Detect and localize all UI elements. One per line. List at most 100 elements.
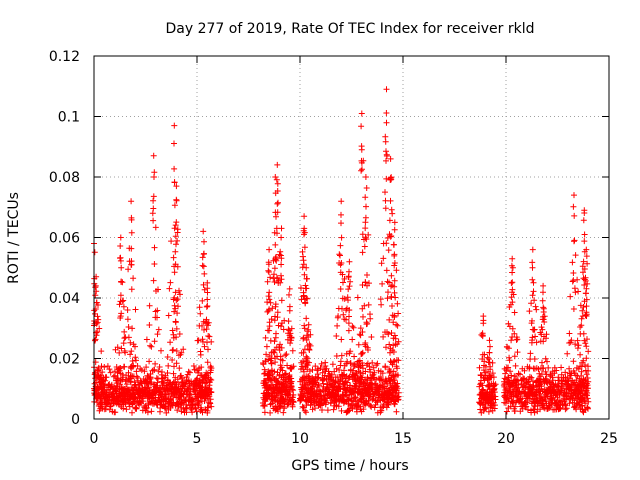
data-point (357, 325, 364, 332)
data-point (138, 380, 145, 387)
data-point (531, 326, 538, 333)
data-point (526, 364, 533, 371)
data-point (278, 323, 284, 330)
data-point (154, 307, 161, 314)
data-point (395, 357, 402, 364)
data-point (389, 372, 396, 379)
data-point (303, 409, 309, 416)
data-point (545, 364, 552, 371)
data-point (345, 286, 352, 293)
data-point (314, 371, 321, 378)
data-point (183, 401, 190, 408)
data-point (204, 279, 211, 286)
data-point (286, 291, 292, 298)
data-point (509, 325, 516, 332)
data-point (361, 243, 368, 250)
data-point (155, 326, 162, 333)
data-point (387, 155, 394, 162)
data-point (349, 336, 356, 343)
data-point (286, 303, 293, 310)
data-point (155, 286, 161, 293)
data-point (391, 277, 398, 284)
data-point (174, 226, 181, 233)
data-point (543, 331, 550, 338)
data-point (198, 364, 205, 371)
y-tick-label: 0.06 (49, 231, 80, 247)
data-point (362, 219, 369, 226)
data-point (152, 360, 159, 367)
data-point (288, 378, 295, 385)
data-point (393, 267, 400, 274)
data-point (531, 297, 538, 304)
data-point (323, 399, 330, 406)
data-point (205, 319, 212, 326)
data-point (575, 342, 582, 349)
data-point (106, 366, 113, 373)
data-point (268, 360, 275, 367)
data-point (148, 343, 155, 350)
data-point (524, 399, 531, 406)
data-point (168, 238, 175, 245)
data-point (266, 296, 273, 303)
data-point (484, 354, 491, 361)
data-point (528, 300, 535, 307)
data-point (324, 407, 331, 414)
data-point (207, 376, 214, 383)
data-point (363, 236, 370, 243)
data-point (116, 367, 123, 374)
data-point (391, 312, 398, 319)
data-point (335, 313, 342, 320)
data-point (360, 406, 367, 413)
data-point (384, 295, 391, 302)
data-point (199, 262, 206, 269)
data-point (542, 355, 549, 362)
data-point (338, 407, 345, 414)
data-point (529, 334, 536, 341)
data-point (118, 345, 125, 352)
data-points (91, 86, 592, 416)
data-point (281, 371, 288, 378)
data-point (123, 406, 130, 413)
data-point (585, 398, 592, 405)
data-point (166, 379, 173, 386)
data-point (164, 370, 171, 376)
data-point (120, 297, 127, 304)
data-point (121, 335, 128, 342)
data-point (338, 211, 344, 218)
data-point (482, 405, 489, 412)
data-point (342, 378, 349, 385)
data-point (100, 381, 107, 388)
data-point (278, 297, 285, 304)
data-point (511, 309, 518, 316)
data-point (514, 336, 521, 343)
data-point (530, 288, 537, 295)
data-point (322, 363, 329, 369)
data-point (179, 375, 185, 382)
data-point (531, 409, 538, 416)
data-point (208, 403, 215, 410)
data-point (154, 331, 161, 338)
data-point (355, 341, 362, 348)
data-point (571, 237, 578, 244)
data-point (502, 370, 509, 377)
data-point (185, 368, 192, 375)
data-point (506, 357, 513, 364)
data-point (274, 209, 281, 216)
data-point (360, 365, 366, 372)
data-point (318, 360, 325, 367)
data-point (98, 348, 105, 355)
data-point (354, 294, 361, 301)
data-point (273, 254, 279, 260)
data-point (563, 405, 570, 412)
data-point (129, 358, 136, 364)
data-point (367, 315, 374, 322)
data-point (345, 297, 351, 304)
data-point (171, 308, 178, 315)
data-point (117, 365, 124, 371)
data-point (481, 369, 488, 376)
data-point (122, 349, 129, 356)
data-point (314, 367, 321, 374)
data-point (107, 369, 114, 376)
data-point (515, 384, 522, 391)
data-point (531, 356, 538, 362)
